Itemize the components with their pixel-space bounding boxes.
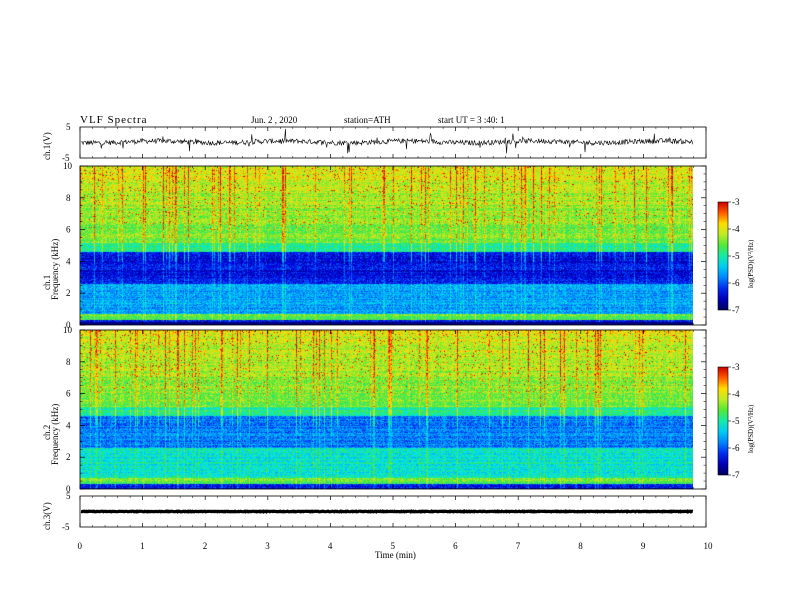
header-station: station=ATH	[344, 115, 391, 125]
ch2-spectrogram-image	[80, 330, 693, 489]
ch1-spectrogram-panel: 0 2 4 6 8 10 ch.1 Frequency (kHz) -3 -4 -5 -6 -7 l…	[42, 161, 755, 330]
colorbar-gradient	[718, 202, 728, 310]
ch2-frequency-label: Frequency (kHz)	[50, 404, 60, 465]
ch1-channel-label: ch.1	[42, 275, 52, 290]
time-tick-label: 0	[78, 541, 83, 551]
time-tick-label: 6	[453, 541, 458, 551]
time-axis-label: Time (min)	[375, 550, 416, 560]
frequency-tick-label: 4	[66, 420, 71, 430]
colorbar-tick-label: -4	[732, 389, 740, 399]
frequency-tick-label: 6	[66, 389, 71, 399]
ch1-waveform-line	[80, 128, 694, 154]
ch2-frequency-ticks: 0 2 4 6 8 10	[63, 325, 706, 494]
colorbar-tick-label: -6	[732, 443, 740, 453]
ch2-spectrogram-panel: 0 2 4 6 8 10 ch.2 Frequency (kHz) -3 -4 -5 -6 -7 l…	[42, 325, 755, 494]
frequency-tick-label: 8	[66, 193, 71, 203]
ch3-waveform-ylabel: ch.3(V)	[42, 502, 52, 530]
figure-header: VLF Spectra Jun. 2 , 2020 station=ATH st…	[80, 114, 505, 126]
colorbar-tick-label: -5	[732, 416, 740, 426]
frequency-tick-label: 2	[66, 288, 71, 298]
ch1-frequency-ticks: 0 2 4 6 8 10	[63, 161, 706, 330]
ch2-channel-label: ch.2	[42, 425, 52, 440]
colorbar-gradient	[718, 367, 728, 475]
ch1-spectrogram-image	[80, 166, 693, 325]
frequency-tick-label: 0	[66, 320, 71, 330]
ch3-ytick-bottom: -5	[62, 522, 70, 532]
ch1-colorbar: -3 -4 -5 -6 -7 log(PSD)(V²/Hz)	[717, 197, 755, 315]
figure-title: VLF Spectra	[80, 114, 148, 126]
ch1-waveform-panel: 5 -5 ch.1(V)	[42, 122, 707, 163]
ch3-waveform-line	[80, 509, 694, 514]
time-tick-label: 3	[265, 541, 270, 551]
time-axis: 0 1 2 3 4 5 6 7 8 9 10	[78, 127, 714, 551]
colorbar-tick-label: -3	[732, 197, 740, 207]
colorbar-tick-label: -4	[732, 224, 740, 234]
frequency-tick-label: 10	[63, 161, 73, 171]
frequency-tick-label: 4	[66, 256, 71, 266]
colorbar-tick-label: -6	[732, 278, 740, 288]
colorbar-label: log(PSD)(V²/Hz)	[747, 239, 755, 288]
frequency-tick-label: 8	[66, 357, 71, 367]
time-tick-label: 7	[516, 541, 521, 551]
header-start-time: start UT = 3 :40: 1	[438, 115, 505, 125]
time-tick-label: 4	[328, 541, 333, 551]
ch2-colorbar: -3 -4 -5 -6 -7 log(PSD)(V²/Hz)	[717, 362, 755, 480]
ch3-waveform-panel: 5 -5 ch.3(V)	[42, 491, 707, 532]
colorbar-tick-label: -7	[732, 305, 740, 315]
ch1-waveform-ylabel: ch.1(V)	[42, 132, 52, 160]
ch1-ytick-bottom: -5	[62, 153, 70, 163]
time-tick-label: 9	[641, 541, 646, 551]
header-date: Jun. 2 , 2020	[251, 115, 298, 125]
ch3-ytick-top: 5	[66, 491, 71, 501]
time-tick-label: 2	[203, 541, 208, 551]
time-tick-label: 1	[140, 541, 145, 551]
colorbar-tick-label: -7	[732, 470, 740, 480]
colorbar-label: log(PSD)(V²/Hz)	[747, 404, 755, 453]
ch1-frequency-label: Frequency (kHz)	[50, 239, 60, 300]
time-tick-label: 5	[391, 541, 396, 551]
frequency-tick-label: 6	[66, 225, 71, 235]
frequency-tick-label: 10	[63, 325, 73, 335]
ch1-ytick-top: 5	[66, 122, 71, 132]
frequency-tick-label: 0	[66, 484, 71, 494]
frequency-tick-label: 2	[66, 452, 71, 462]
colorbar-tick-label: -5	[732, 251, 740, 261]
time-tick-label: 8	[578, 541, 583, 551]
time-tick-label: 10	[704, 541, 714, 551]
colorbar-tick-label: -3	[732, 362, 740, 372]
